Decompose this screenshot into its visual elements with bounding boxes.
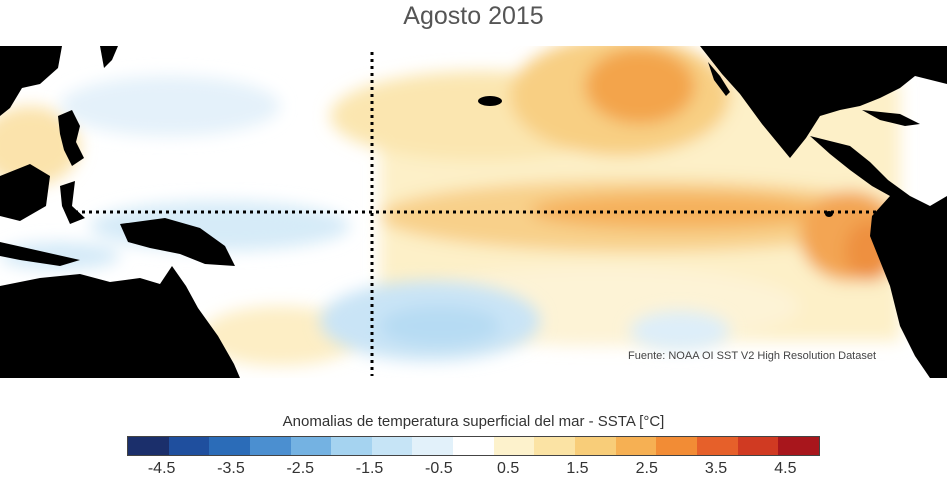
japan-land xyxy=(100,46,118,68)
colorbar-bin xyxy=(128,437,169,455)
colorbar-bin xyxy=(534,437,576,455)
central-america-land xyxy=(810,136,947,378)
colorbar xyxy=(127,436,820,456)
colorbar-tick-label: 1.5 xyxy=(566,460,589,477)
colorbar-bin xyxy=(737,437,779,455)
colorbar-bin xyxy=(331,437,372,455)
colorbar-tick-label: 4.5 xyxy=(774,460,797,477)
colorbar-title: Anomalias de temperatura superficial del… xyxy=(282,413,665,430)
map-title: Agosto 2015 xyxy=(403,2,544,30)
colorbar-tick-label: -1.5 xyxy=(355,460,384,477)
colorbar-bin xyxy=(209,437,250,455)
colorbar-tick-label: -0.5 xyxy=(425,460,453,477)
cool-nw-pacific xyxy=(60,76,280,136)
sumatra-java-land xyxy=(0,242,80,266)
reference-lines xyxy=(75,52,880,376)
asia-coast-land xyxy=(0,46,62,116)
hawaii-land xyxy=(478,96,502,106)
colorbar-bin xyxy=(290,437,332,455)
colorbar-tick-label: -3.5 xyxy=(217,460,245,477)
new-guinea-land xyxy=(120,218,235,266)
land xyxy=(0,46,947,378)
colorbar-tick-label: 0.5 xyxy=(497,460,520,477)
colorbar-tick-label: -4.5 xyxy=(147,460,176,477)
colorbar-bin xyxy=(168,437,210,455)
colorbar-bin xyxy=(493,437,535,455)
cool-east-south xyxy=(630,311,730,351)
colorbar-bin xyxy=(371,437,413,455)
philippines-land xyxy=(58,110,84,166)
baja-land xyxy=(708,62,730,96)
borneo-land xyxy=(0,164,50,221)
colorbar-ticks: -4.5 -3.5 -2.5 -1.5 -0.5 0.5 1.5 2.5 3.5 4.5 xyxy=(127,460,820,480)
colorbar-tick-label: 2.5 xyxy=(635,460,658,477)
cuba-land xyxy=(862,110,920,126)
australia-land xyxy=(0,266,240,378)
colorbar-bin xyxy=(696,437,738,455)
ssta-map xyxy=(0,46,947,378)
colorbar-bin xyxy=(453,437,494,455)
colorbar-bin xyxy=(249,437,291,455)
colorbar-bin xyxy=(412,437,454,455)
data-source-note: Fuente: NOAA OI SST V2 High Resolution D… xyxy=(628,350,877,362)
sulawesi-land xyxy=(60,181,85,224)
warm-ne-blob xyxy=(585,48,695,124)
colorbar-tick-label: 3.5 xyxy=(704,460,728,477)
colorbar-bin xyxy=(656,437,697,455)
colorbar-bin xyxy=(575,437,616,455)
colorbar-bin xyxy=(778,437,819,455)
colorbar-bin xyxy=(615,437,657,455)
north-america-land xyxy=(700,46,947,158)
colorbar-tick-label: -2.5 xyxy=(286,460,315,477)
cool-south-core xyxy=(380,306,500,346)
